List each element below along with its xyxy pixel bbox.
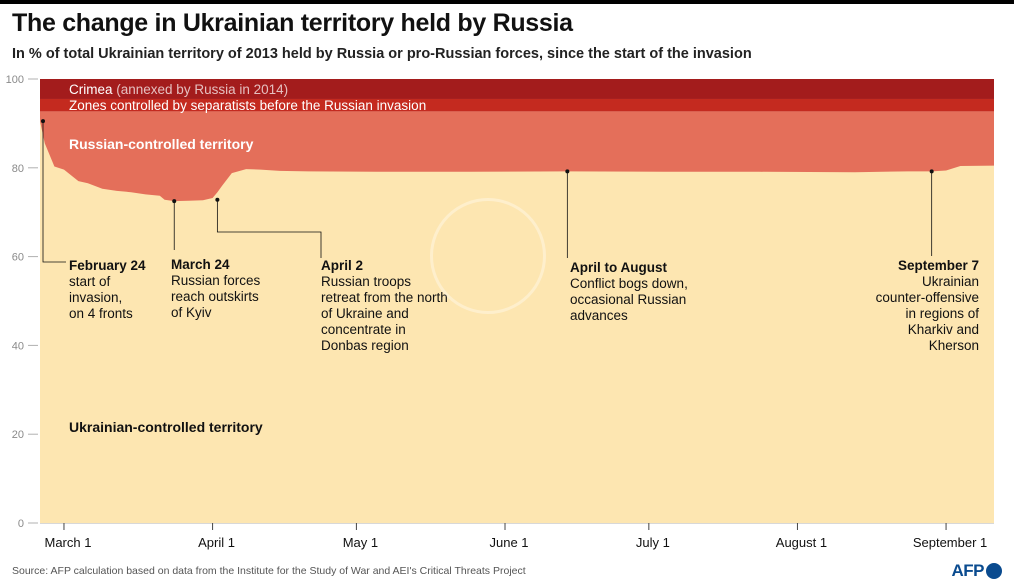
label-russian: Russian-controlled territory — [69, 136, 254, 152]
annotation-line: in regions of — [905, 306, 979, 321]
annotation-title: April 2 — [321, 258, 363, 273]
annotation-line: of Ukraine and — [321, 306, 409, 321]
y-tick-label: 100 — [6, 74, 24, 86]
annotation-line: Kharkiv and — [908, 322, 979, 337]
x-tick-label: March 1 — [44, 535, 91, 550]
annotation-line: Russian forces — [171, 273, 261, 288]
x-tick-label: August 1 — [776, 535, 827, 550]
annotation-dot — [565, 169, 570, 174]
annotation-leader — [42, 121, 66, 263]
annotation-title: February 24 — [69, 258, 146, 273]
x-tick-label: July 1 — [636, 535, 670, 550]
annotation-dot — [172, 199, 177, 204]
band-crimea — [40, 79, 994, 99]
annotation-dot — [215, 197, 220, 202]
annotation-line: on 4 fronts — [69, 306, 133, 321]
chart-title: The change in Ukrainian territory held b… — [12, 9, 573, 37]
label-separatist: Zones controlled by separatists before t… — [69, 98, 426, 113]
annotation-line: Kherson — [929, 338, 979, 353]
label-crimea-name: Crimea — [69, 82, 116, 97]
chart-axes: 0 20 40 60 80 100 March 1 April 1 May 1 June 1 Jul… — [6, 74, 994, 550]
y-tick-label: 20 — [12, 429, 24, 441]
band-separatist — [40, 98, 994, 112]
chart-areas — [40, 79, 994, 524]
annotation-title: April to August — [570, 260, 667, 275]
annotation-leader — [216, 199, 322, 258]
x-tick-label: May 1 — [343, 535, 378, 550]
afp-logo: AFP — [951, 561, 1002, 581]
area-ukrainian — [40, 121, 994, 523]
annotation-line: Russian troops — [321, 274, 411, 289]
annotation-dot — [929, 169, 934, 174]
chart-subtitle: In % of total Ukrainian territory of 201… — [12, 46, 752, 62]
annotation-line: retreat from the north — [321, 290, 448, 305]
afp-logo-text: AFP — [951, 561, 985, 580]
y-tick-label: 40 — [12, 340, 24, 352]
annotation-line: occasional Russian — [570, 292, 686, 307]
x-tick-label: April 1 — [198, 535, 235, 550]
x-tick-label: June 1 — [489, 535, 528, 550]
annotation-line: reach outskirts — [171, 289, 259, 304]
annotation-dot — [41, 119, 45, 124]
annotation-line: invasion, — [69, 290, 122, 305]
label-crimea: Crimea (annexed by Russia in 2014) — [69, 82, 288, 97]
annotation-title: March 24 — [171, 257, 230, 272]
label-crimea-note: (annexed by Russia in 2014) — [116, 82, 288, 97]
chart-labels: Crimea (annexed by Russia in 2014)Zones … — [69, 82, 426, 435]
y-tick-label: 60 — [12, 252, 24, 264]
annotation-line: Conflict bogs down, — [570, 276, 688, 291]
annotation-line: start of — [69, 274, 111, 289]
top-rule — [0, 0, 1014, 4]
annotation-line: advances — [570, 308, 628, 323]
y-tick-label: 80 — [12, 163, 24, 175]
y-tick-label: 0 — [18, 518, 24, 530]
label-ukrainian: Ukrainian-controlled territory — [69, 419, 263, 435]
annotation-title: September 7 — [898, 258, 979, 273]
annotation-line: counter-offensive — [876, 290, 979, 305]
annotation-line: Ukrainian — [922, 274, 979, 289]
source-note: Source: AFP calculation based on data fr… — [12, 565, 526, 577]
annotation-line: of Kyiv — [171, 305, 212, 320]
x-tick-label: September 1 — [913, 535, 987, 550]
afp-logo-icon — [986, 563, 1002, 579]
annotation-line: Donbas region — [321, 338, 409, 353]
annotation-line: concentrate in — [321, 322, 406, 337]
